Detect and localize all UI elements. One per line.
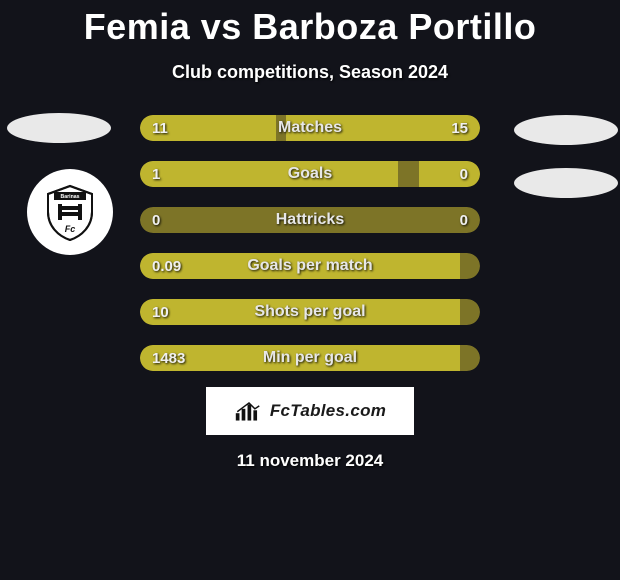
date-line: 11 november 2024 bbox=[0, 451, 620, 471]
subtitle: Club competitions, Season 2024 bbox=[0, 62, 620, 83]
left-team-badge: Barinas Fc bbox=[27, 169, 113, 255]
bar-right-fill bbox=[419, 161, 480, 187]
shield-icon: Barinas Fc bbox=[40, 182, 100, 242]
bar-right-fill bbox=[286, 115, 480, 141]
stat-bar: 1483Min per goal bbox=[140, 345, 480, 371]
stat-bar: 10Shots per goal bbox=[140, 299, 480, 325]
bar-left-fill bbox=[140, 253, 460, 279]
stat-bars: 1115Matches 10Goals 00Hattricks 0.09Goals p… bbox=[140, 115, 480, 391]
page-title: Femia vs Barboza Portillo bbox=[0, 0, 620, 48]
bar-left-fill bbox=[140, 115, 276, 141]
stat-bar: 0.09Goals per match bbox=[140, 253, 480, 279]
right-team-oval-2 bbox=[514, 168, 618, 198]
comparison-stage: Barinas Fc 1115Matches 10Goals 00Hattricks… bbox=[0, 101, 620, 531]
left-team-oval bbox=[7, 113, 111, 143]
svg-text:Fc: Fc bbox=[65, 224, 76, 234]
stat-bar: 1115Matches bbox=[140, 115, 480, 141]
svg-text:Barinas: Barinas bbox=[60, 194, 79, 200]
stat-bar: 10Goals bbox=[140, 161, 480, 187]
brand-text: FcTables.com bbox=[270, 401, 386, 421]
stat-bar: 00Hattricks bbox=[140, 207, 480, 233]
bar-left-fill bbox=[140, 299, 460, 325]
right-team-oval-1 bbox=[514, 115, 618, 145]
bar-left-fill bbox=[140, 161, 398, 187]
bar-left-fill bbox=[140, 345, 460, 371]
bar-chart-icon bbox=[234, 400, 264, 422]
brand-badge[interactable]: FcTables.com bbox=[206, 387, 414, 435]
